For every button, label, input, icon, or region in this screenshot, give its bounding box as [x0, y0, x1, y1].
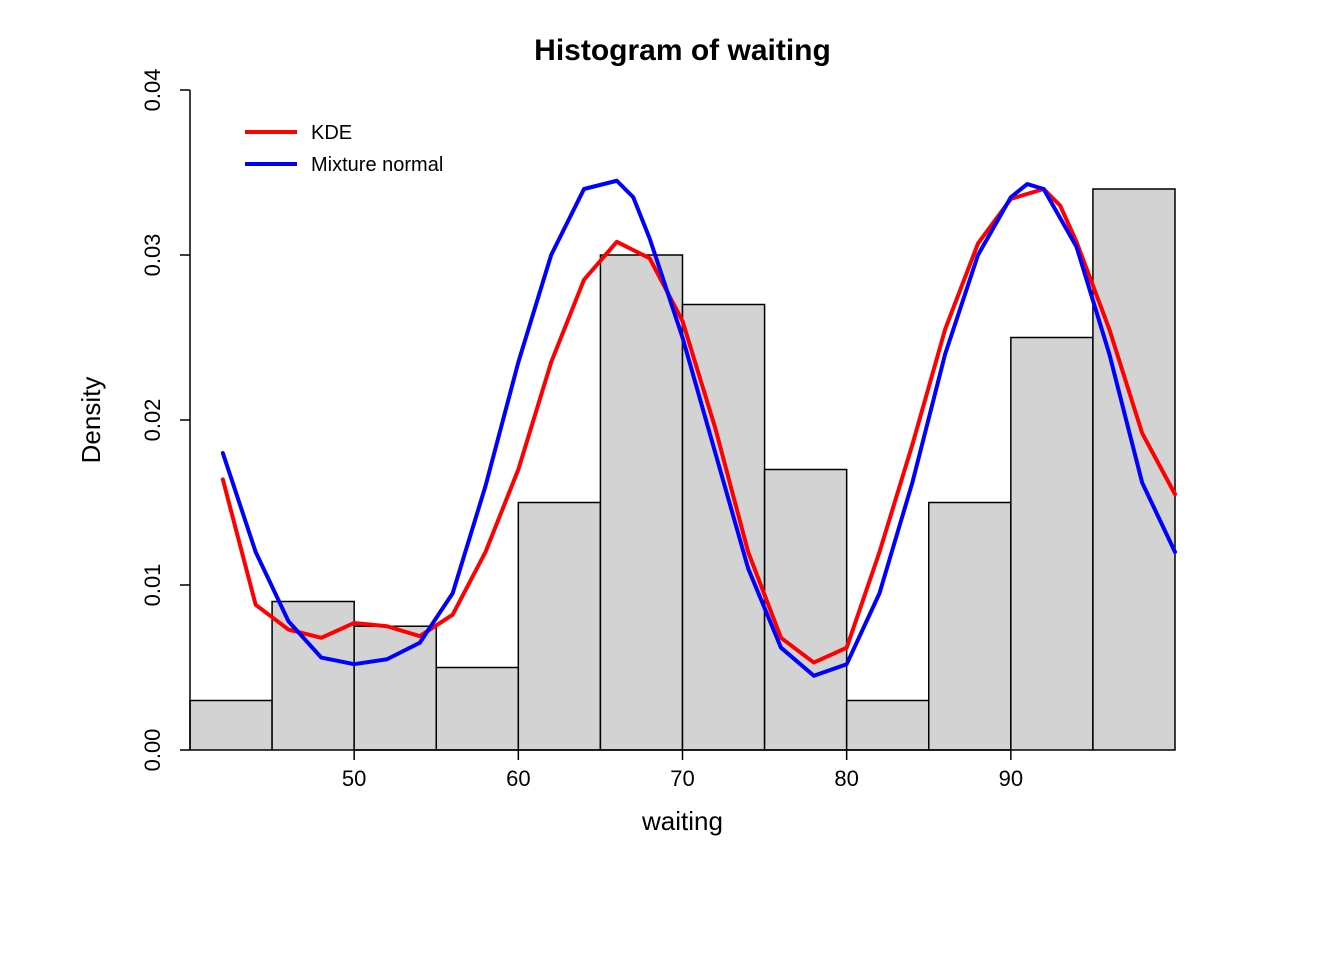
y-tick-label: 0.03 [140, 234, 165, 277]
y-axis-label: Density [76, 377, 106, 464]
y-tick-label: 0.00 [140, 729, 165, 772]
histogram-bar [929, 503, 1011, 751]
y-tick-label: 0.04 [140, 69, 165, 112]
legend-label: KDE [311, 122, 352, 144]
histogram-density-chart: Histogram of waiting 50 60 70 80 90 0.00 0.01… [0, 0, 1344, 960]
histogram-bar [847, 701, 929, 751]
y-tick-label: 0.02 [140, 399, 165, 442]
x-tick-label: 60 [506, 766, 530, 791]
x-tick-label: 90 [999, 766, 1023, 791]
histogram-bar [190, 701, 272, 751]
chart-title: Histogram of waiting [534, 34, 831, 67]
histogram-bar [518, 503, 600, 751]
y-tick-label: 0.01 [140, 564, 165, 607]
histogram-bar [354, 626, 436, 750]
histogram-bar [1011, 338, 1093, 751]
x-tick-label: 80 [834, 766, 858, 791]
x-axis-label: waiting [641, 806, 723, 836]
histogram-bar [765, 470, 847, 751]
x-tick-label: 70 [670, 766, 694, 791]
x-tick-label: 50 [342, 766, 366, 791]
histogram-bar [683, 305, 765, 751]
histogram-bar [436, 668, 518, 751]
histogram-bar [600, 255, 682, 750]
histogram-bar [272, 602, 354, 751]
legend-label: Mixture normal [311, 154, 443, 176]
